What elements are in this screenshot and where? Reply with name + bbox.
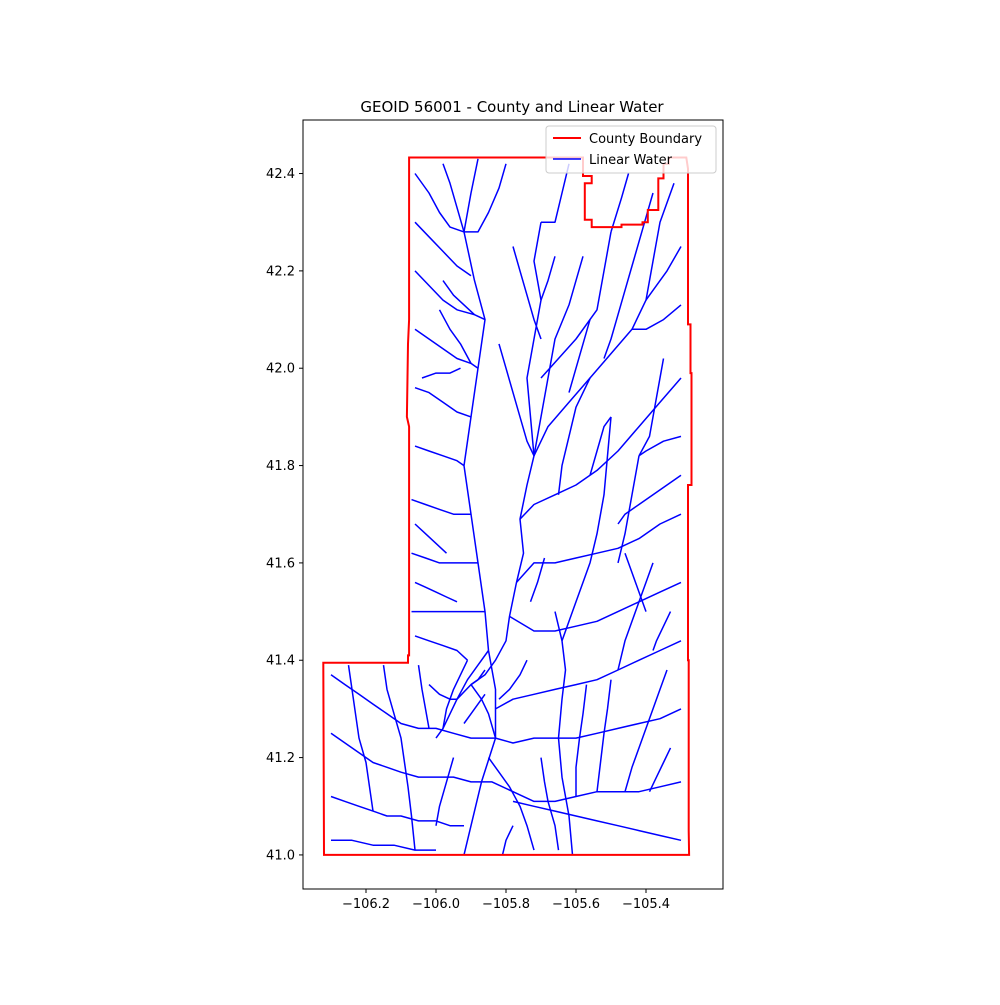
linear-water-line bbox=[442, 163, 465, 233]
linear-water-line bbox=[456, 650, 490, 700]
x-tick-label: −105.8 bbox=[482, 897, 530, 912]
linear-water-line bbox=[438, 309, 472, 364]
linear-water-line bbox=[533, 183, 675, 457]
linear-water-line bbox=[624, 669, 668, 792]
linear-water-line bbox=[624, 552, 647, 612]
linear-water-line bbox=[540, 757, 560, 851]
linear-water-line bbox=[638, 358, 665, 457]
linear-water-line bbox=[411, 498, 471, 515]
linear-water-line bbox=[568, 256, 584, 306]
linear-water-line bbox=[533, 304, 570, 456]
linear-water-layer bbox=[330, 158, 682, 856]
y-tick-label: 41.2 bbox=[266, 751, 295, 766]
linear-water-line bbox=[617, 455, 640, 564]
linear-water-line bbox=[529, 557, 546, 603]
linear-water-line bbox=[442, 659, 469, 729]
y-tick-label: 41.8 bbox=[266, 459, 295, 474]
y-tick-label: 42.2 bbox=[266, 264, 295, 279]
linear-water-line bbox=[561, 562, 591, 642]
linear-water-line bbox=[519, 377, 682, 520]
y-tick-label: 41.4 bbox=[266, 654, 295, 669]
linear-water-line bbox=[632, 304, 682, 331]
linear-water-line bbox=[512, 246, 542, 340]
linear-water-line bbox=[414, 221, 472, 277]
linear-water-line bbox=[498, 343, 535, 457]
linear-water-line bbox=[428, 684, 457, 700]
linear-water-line bbox=[501, 825, 514, 856]
legend: County Boundary Linear Water bbox=[545, 125, 717, 174]
linear-water-line bbox=[540, 256, 556, 301]
linear-water-line bbox=[435, 698, 458, 739]
linear-water-line bbox=[414, 328, 479, 369]
linear-water-line bbox=[638, 435, 682, 457]
y-tick-label: 42.0 bbox=[266, 362, 295, 377]
linear-water-line bbox=[470, 684, 497, 739]
linear-water-line bbox=[414, 581, 458, 603]
linear-water-line bbox=[645, 246, 682, 301]
linear-water-line bbox=[417, 664, 430, 729]
linear-water-line bbox=[414, 523, 448, 554]
linear-water-line bbox=[442, 280, 476, 316]
linear-water-line bbox=[495, 708, 682, 744]
linear-water-line bbox=[498, 659, 528, 700]
y-tick-label: 41.0 bbox=[266, 848, 295, 863]
linear-water-line bbox=[617, 562, 654, 671]
linear-water-line bbox=[512, 800, 682, 842]
x-tick-label: −106.0 bbox=[412, 897, 460, 912]
x-tick-label: −106.2 bbox=[342, 897, 390, 912]
linear-water-line bbox=[414, 270, 486, 321]
x-axis: −106.2 −106.0 −105.8 −105.6 −105.4 bbox=[342, 889, 670, 912]
linear-water-line bbox=[382, 664, 416, 851]
y-axis: 41.0 41.2 41.4 41.6 41.8 42.0 42.2 42.4 bbox=[266, 167, 303, 863]
linear-water-line bbox=[557, 377, 591, 495]
linear-water-line bbox=[435, 757, 455, 826]
linear-water-line bbox=[495, 640, 682, 710]
x-tick-label: −105.6 bbox=[552, 897, 600, 912]
linear-water-line bbox=[589, 416, 612, 564]
legend-box bbox=[545, 125, 717, 174]
linear-water-line bbox=[414, 445, 465, 467]
linear-water-line bbox=[568, 319, 591, 393]
axes-frame bbox=[302, 119, 724, 890]
legend-label-county-boundary: County Boundary bbox=[589, 132, 702, 147]
linear-water-line bbox=[464, 163, 507, 233]
linear-water-line bbox=[589, 416, 612, 476]
chart-title: GEOID 56001 - County and Linear Water bbox=[360, 98, 664, 116]
linear-water-line bbox=[470, 669, 486, 686]
linear-water-line bbox=[411, 552, 478, 564]
linear-water-line bbox=[541, 163, 570, 223]
linear-water-line bbox=[330, 732, 482, 783]
linear-water-line bbox=[331, 839, 436, 851]
linear-water-line bbox=[575, 684, 588, 797]
y-tick-label: 42.4 bbox=[266, 167, 295, 182]
linear-water-line bbox=[648, 747, 672, 793]
y-tick-label: 41.6 bbox=[266, 556, 295, 571]
linear-water-line bbox=[463, 693, 486, 724]
linear-water-line bbox=[540, 231, 612, 379]
linear-water-line bbox=[330, 795, 464, 827]
linear-water-line bbox=[610, 173, 630, 233]
linear-water-line bbox=[414, 173, 465, 233]
linear-water-line bbox=[414, 386, 472, 418]
linear-water-line bbox=[509, 581, 682, 632]
linear-water-line bbox=[421, 367, 461, 379]
linear-water-line bbox=[487, 757, 535, 851]
linear-water-line bbox=[414, 635, 469, 661]
linear-water-line bbox=[652, 611, 672, 651]
linear-water-line bbox=[617, 474, 682, 525]
linear-water-line bbox=[347, 664, 374, 812]
linear-water-line bbox=[554, 611, 574, 855]
linear-water-line bbox=[330, 674, 496, 739]
x-tick-label: −105.4 bbox=[622, 897, 670, 912]
legend-label-linear-water: Linear Water bbox=[589, 153, 673, 168]
linear-water-line bbox=[515, 513, 682, 583]
linear-water-line bbox=[596, 679, 612, 792]
